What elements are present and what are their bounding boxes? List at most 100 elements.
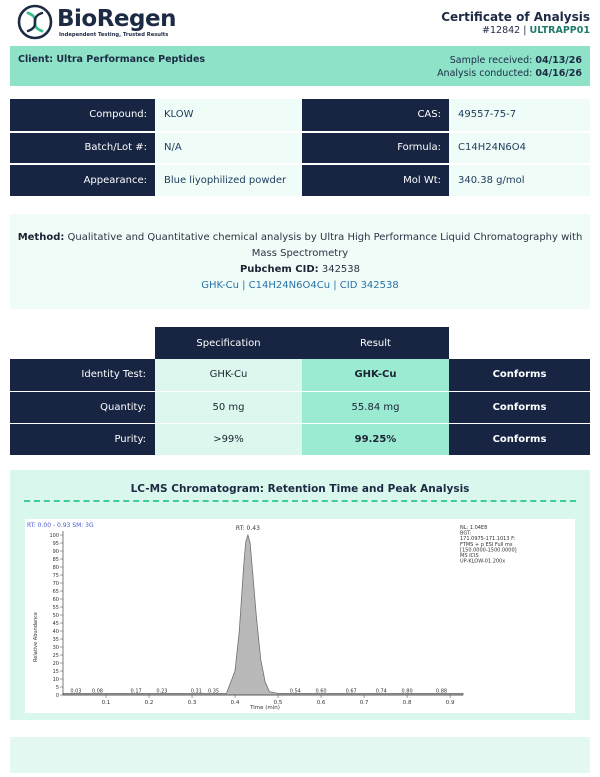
appearance-value: Blue liyophilized powder (155, 164, 302, 198)
identity-test-label: Identity Test: (10, 359, 155, 392)
client-band: Client: Ultra Performance Peptides Sampl… (10, 46, 590, 86)
chromatogram-svg: RT: 0.00 - 0.93 SM: 3G RT: 0.43 NL: 1.04… (27, 522, 517, 711)
y-tick-label: 35 (53, 637, 59, 643)
chart-info-line: NL: 1.04E8 (460, 525, 487, 531)
certificate-heading: Certificate of Analysis #12842 | ULTRAPP… (441, 10, 590, 36)
peak-retention-label: RT: 0.43 (236, 525, 260, 532)
quantity-label: Quantity: (10, 391, 155, 424)
header-blank (449, 327, 590, 359)
brand-name: BioRegen (57, 6, 176, 32)
certificate-code: ULTRAPP01 (529, 25, 591, 36)
method-section: Method: Qualitative and Quantitative che… (10, 214, 590, 309)
dna-logo-icon (17, 4, 53, 40)
results-table: Specification Result Identity Test: GHK-… (10, 327, 590, 456)
identity-status: Conforms (449, 359, 590, 392)
y-tick-label: 65 (53, 589, 59, 595)
chart-info-line: [150.0000-1500.0000] (460, 547, 517, 553)
batch-value: N/A (155, 131, 302, 165)
x-tick-label: 0.5 (274, 700, 283, 706)
x-tick-label: 0.4 (231, 700, 240, 706)
y-tick-label: 75 (53, 573, 59, 579)
brand-logo: BioRegen Independent Testing, Trusted Re… (17, 4, 187, 40)
header-blank (10, 327, 155, 359)
y-axis-label: Relative Abundance (33, 612, 39, 662)
method-label: Method: (17, 232, 65, 243)
conducted-line: Analysis conducted: 04/16/26 (437, 67, 582, 80)
quantity-result: 55.84 mg (302, 391, 449, 424)
x-tick-label: 0.9 (446, 700, 455, 706)
conducted-date: 04/16/26 (535, 68, 582, 79)
chart-info-line: BGT: (460, 531, 472, 537)
peak-time-label: 0.17 (131, 689, 142, 695)
table-row: Identity Test: GHK-Cu GHK-Cu Conforms (10, 359, 590, 392)
certificate-title: Certificate of Analysis (441, 10, 590, 24)
formula-value: C14H24N6O4 (449, 131, 590, 165)
y-tick-label: 95 (53, 541, 59, 547)
chromatogram-section: LC-MS Chromatogram: Retention Time and P… (10, 470, 590, 720)
y-tick-label: 20 (53, 661, 59, 667)
x-tick-label: 0.7 (360, 700, 369, 706)
chart-info-line: UP-KLOW-01.200x (460, 559, 505, 565)
purity-spec: >99% (155, 423, 302, 456)
pubchem-label: Pubchem CID: (239, 264, 319, 275)
quantity-status: Conforms (449, 391, 590, 424)
y-tick-label: 30 (53, 645, 59, 651)
peak-time-label: 0.67 (346, 689, 357, 695)
y-tick-label: 70 (53, 581, 59, 587)
y-tick-label: 0 (56, 693, 59, 699)
y-tick-label: 80 (53, 565, 59, 571)
results-header-row: Specification Result (10, 327, 590, 359)
x-tick-label: 0.8 (403, 700, 412, 706)
result-header: Result (302, 327, 449, 359)
compound-details-table: Compound: KLOW CAS: 49557-75-7 Batch/Lot… (10, 99, 590, 198)
y-tick-label: 5 (56, 685, 59, 691)
x-tick-label: 0.3 (188, 700, 197, 706)
method-text: Qualitative and Quantitative chemical an… (67, 232, 583, 259)
client-line: Client: Ultra Performance Peptides (18, 54, 205, 65)
table-row: Compound: KLOW CAS: 49557-75-7 (10, 99, 590, 133)
peak-time-label: 0.88 (436, 689, 447, 695)
y-tick-label: 60 (53, 597, 59, 603)
conducted-label: Analysis conducted: (437, 68, 533, 79)
y-tick-label: 100 (49, 533, 59, 539)
chart-info-line: MS ICIS (460, 553, 479, 559)
pubchem-line: Pubchem CID: 342538 (10, 262, 590, 278)
table-row: Appearance: Blue liyophilized powder Mol… (10, 164, 590, 198)
chart-header-left: RT: 0.00 - 0.93 SM: 3G (27, 522, 94, 529)
cid-link[interactable]: GHK-Cu | C14H24N6O4Cu | CID 342538 (201, 280, 399, 291)
specification-header: Specification (155, 327, 302, 359)
x-axis-label: Time (min) (249, 705, 280, 711)
y-tick-label: 50 (53, 613, 59, 619)
formula-label: Formula: (302, 131, 449, 165)
client-name: Ultra Performance Peptides (56, 54, 206, 65)
appearance-label: Appearance: (10, 164, 155, 198)
peak-time-label: 0.60 (315, 689, 326, 695)
peak-time-label: 0.31 (191, 689, 202, 695)
y-tick-label: 40 (53, 629, 59, 635)
peak-time-label: 0.03 (70, 689, 81, 695)
brand-tagline: Independent Testing, Trusted Results (59, 32, 169, 38)
table-row: Batch/Lot #: N/A Formula: C14H24N6O4 (10, 131, 590, 165)
certificate-number: #12842 (482, 25, 521, 36)
chromatogram-title: LC-MS Chromatogram: Retention Time and P… (130, 483, 470, 495)
y-tick-label: 45 (53, 621, 59, 627)
peak-time-label: 0.74 (376, 689, 387, 695)
table-row: Purity: >99% 99.25% Conforms (10, 423, 590, 456)
quantity-spec: 50 mg (155, 391, 302, 424)
certificate-number-line: #12842 | ULTRAPP01 (441, 25, 590, 36)
purity-status: Conforms (449, 423, 590, 456)
identity-spec: GHK-Cu (155, 359, 302, 392)
compound-value: KLOW (155, 99, 302, 133)
purity-label: Purity: (10, 423, 155, 456)
mol-wt-label: Mol Wt: (302, 164, 449, 198)
identity-result: GHK-Cu (302, 359, 449, 392)
received-date: 04/13/26 (535, 55, 582, 66)
compound-label: Compound: (10, 99, 155, 133)
footer-band (10, 737, 590, 773)
peak-time-label: 0.54 (290, 689, 301, 695)
y-tick-label: 10 (53, 677, 59, 683)
peak-time-label: 0.35 (208, 689, 219, 695)
chromatogram-area (62, 533, 464, 696)
sample-dates: Sample received: 04/13/26 Analysis condu… (437, 54, 582, 80)
